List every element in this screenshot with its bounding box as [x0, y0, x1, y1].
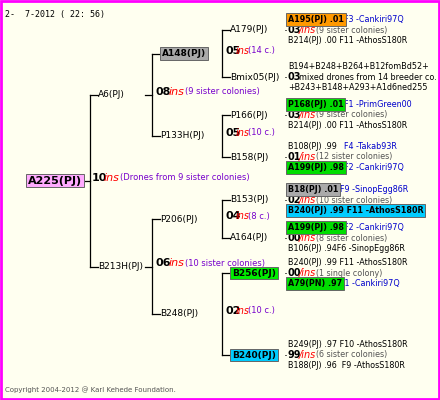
- Text: (1 single colony): (1 single colony): [316, 268, 382, 278]
- Text: B248(PJ): B248(PJ): [160, 310, 198, 318]
- Text: F2 -Cankiri97Q: F2 -Cankiri97Q: [344, 223, 404, 232]
- Text: 03: 03: [288, 72, 301, 82]
- Text: F1 -PrimGreen00: F1 -PrimGreen00: [344, 100, 412, 109]
- Text: /ins: /ins: [299, 350, 316, 360]
- Text: (14 c.): (14 c.): [248, 46, 275, 55]
- Text: B214(PJ) .00 F11 -AthosS180R: B214(PJ) .00 F11 -AthosS180R: [288, 36, 407, 45]
- Text: B106(PJ) .94F6 -SinopEgg86R: B106(PJ) .94F6 -SinopEgg86R: [288, 244, 405, 253]
- Text: (10 sister colonies): (10 sister colonies): [316, 196, 392, 204]
- Text: 05: 05: [225, 46, 240, 56]
- Text: (9 sister colonies): (9 sister colonies): [316, 110, 387, 120]
- Text: A199(PJ) .98: A199(PJ) .98: [288, 223, 344, 232]
- Text: ins: ins: [236, 46, 250, 56]
- Text: F1 -Cankiri97Q: F1 -Cankiri97Q: [340, 279, 399, 288]
- Text: (12 sister colonies): (12 sister colonies): [316, 152, 392, 162]
- Text: 03: 03: [288, 25, 301, 35]
- Text: (9 sister colonies): (9 sister colonies): [185, 87, 260, 96]
- Text: (8 c.): (8 c.): [248, 212, 270, 220]
- Text: 10: 10: [92, 173, 107, 183]
- Text: A195(PJ) .01: A195(PJ) .01: [288, 15, 344, 24]
- Text: A148(PJ): A148(PJ): [162, 49, 206, 58]
- Text: ins: ins: [236, 211, 250, 221]
- Text: /ins: /ins: [299, 152, 316, 162]
- Text: 05: 05: [225, 128, 240, 138]
- Text: F2 -Cankiri97Q: F2 -Cankiri97Q: [344, 163, 404, 172]
- Text: ins: ins: [169, 258, 185, 268]
- Text: P206(PJ): P206(PJ): [160, 214, 198, 224]
- Text: A199(PJ) .98: A199(PJ) .98: [288, 163, 344, 172]
- Text: F9 -SinopEgg86R: F9 -SinopEgg86R: [340, 185, 408, 194]
- Text: 04: 04: [225, 211, 241, 221]
- Text: 00: 00: [288, 233, 301, 243]
- Text: P168(PJ) .01: P168(PJ) .01: [288, 100, 344, 109]
- Text: F4 -Takab93R: F4 -Takab93R: [344, 142, 397, 151]
- Text: P133H(PJ): P133H(PJ): [160, 132, 204, 140]
- Text: A79(PN) .97: A79(PN) .97: [288, 279, 342, 288]
- Text: B240(PJ) .99 F11 -AthosS180R: B240(PJ) .99 F11 -AthosS180R: [288, 206, 424, 215]
- Text: /ins: /ins: [299, 268, 316, 278]
- Text: B108(PJ) .99: B108(PJ) .99: [288, 142, 337, 151]
- Text: B188(PJ) .96  F9 -AthosS180R: B188(PJ) .96 F9 -AthosS180R: [288, 361, 405, 370]
- Text: Copyright 2004-2012 @ Karl Kehede Foundation.: Copyright 2004-2012 @ Karl Kehede Founda…: [5, 386, 176, 393]
- Text: 00: 00: [288, 268, 301, 278]
- Text: B158(PJ): B158(PJ): [230, 152, 268, 162]
- Text: B153(PJ): B153(PJ): [230, 196, 268, 204]
- Text: 06: 06: [156, 258, 172, 268]
- Text: B214(PJ) .00 F11 -AthosS180R: B214(PJ) .00 F11 -AthosS180R: [288, 121, 407, 130]
- Text: /ins: /ins: [299, 233, 316, 243]
- Text: 99: 99: [288, 350, 301, 360]
- Text: 01: 01: [288, 152, 301, 162]
- Text: B194+B248+B264+B12fomBd52+: B194+B248+B264+B12fomBd52+: [288, 62, 429, 71]
- Text: mixed drones from 14 breeder co.: mixed drones from 14 breeder co.: [299, 72, 437, 82]
- Text: ins: ins: [236, 128, 250, 138]
- Text: (Drones from 9 sister colonies): (Drones from 9 sister colonies): [120, 173, 249, 182]
- Text: B240(PJ): B240(PJ): [232, 350, 276, 360]
- Text: ins: ins: [236, 306, 250, 316]
- Text: /ins: /ins: [299, 195, 316, 205]
- Text: (10 sister colonies): (10 sister colonies): [185, 259, 265, 268]
- Text: A225(PJ): A225(PJ): [28, 176, 82, 186]
- Text: /ins: /ins: [299, 110, 316, 120]
- Text: ins: ins: [104, 173, 120, 183]
- Text: 02: 02: [225, 306, 240, 316]
- Text: +B243+B148+A293+A1d6ned255: +B243+B148+A293+A1d6ned255: [288, 83, 428, 92]
- Text: (10 c.): (10 c.): [248, 128, 275, 138]
- Text: P166(PJ): P166(PJ): [230, 110, 268, 120]
- Text: 2-  7-2012 ( 22: 56): 2- 7-2012 ( 22: 56): [5, 10, 105, 19]
- Text: (8 sister colonies): (8 sister colonies): [316, 234, 387, 242]
- Text: A179(PJ): A179(PJ): [230, 26, 268, 34]
- Text: (9 sister colonies): (9 sister colonies): [316, 26, 387, 34]
- Text: 08: 08: [156, 87, 171, 97]
- Text: F3 -Cankiri97Q: F3 -Cankiri97Q: [344, 15, 404, 24]
- Text: (6 sister colonies): (6 sister colonies): [316, 350, 387, 360]
- Text: A164(PJ): A164(PJ): [230, 234, 268, 242]
- Text: B249(PJ) .97 F10 -AthosS180R: B249(PJ) .97 F10 -AthosS180R: [288, 340, 407, 349]
- Text: B18(PJ) .01: B18(PJ) .01: [288, 185, 338, 194]
- Text: (10 c.): (10 c.): [248, 306, 275, 316]
- Text: B240(PJ) .99 F11 -AthosS180R: B240(PJ) .99 F11 -AthosS180R: [288, 258, 407, 267]
- Text: A6(PJ): A6(PJ): [98, 90, 125, 99]
- Text: B213H(PJ): B213H(PJ): [98, 262, 143, 271]
- Text: 02: 02: [288, 195, 301, 205]
- Text: B256(PJ): B256(PJ): [232, 268, 276, 278]
- Text: Bmix05(PJ): Bmix05(PJ): [230, 72, 279, 82]
- Text: ins: ins: [169, 87, 185, 97]
- Text: /ins: /ins: [299, 25, 316, 35]
- Text: 03: 03: [288, 110, 301, 120]
